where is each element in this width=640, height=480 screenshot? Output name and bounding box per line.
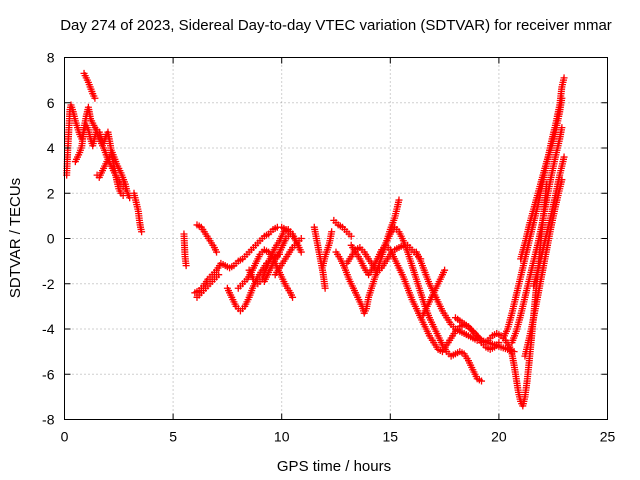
- data-point: [182, 262, 190, 270]
- data-marks: [63, 69, 568, 410]
- series-trace-23: [419, 266, 449, 319]
- y-tick-label: 8: [47, 50, 55, 66]
- data-point: [558, 94, 566, 102]
- y-tick-label: 4: [47, 140, 55, 156]
- y-tick-label: 0: [47, 231, 55, 247]
- series-trace-1: [63, 101, 127, 200]
- y-tick-label: -4: [42, 321, 55, 337]
- y-axis-label: SDTVAR / TECUs: [7, 178, 24, 298]
- x-tick-label: 15: [383, 429, 399, 445]
- series-trace-5: [130, 189, 146, 236]
- series-trace-24: [451, 314, 518, 356]
- series-trace-28: [521, 176, 566, 360]
- x-tick-label: 0: [61, 429, 69, 445]
- series-trace-8: [193, 221, 221, 256]
- series-trace-13: [260, 230, 294, 285]
- data-point: [347, 232, 355, 240]
- data-point: [560, 153, 568, 161]
- series-trace-3: [80, 69, 99, 102]
- series-trace-2: [71, 103, 129, 193]
- x-tick-label: 25: [600, 429, 616, 445]
- data-point: [138, 228, 146, 236]
- y-tick-label: -2: [42, 276, 55, 292]
- y-tick-label: -6: [42, 366, 55, 382]
- data-point: [468, 326, 476, 334]
- data-point: [213, 248, 221, 256]
- chart-title: Day 274 of 2023, Sidereal Day-to-day VTE…: [60, 17, 612, 34]
- series-trace-17: [330, 216, 355, 240]
- series-trace-16: [319, 228, 336, 270]
- series-trace-6: [180, 230, 190, 270]
- tick-labels: 0 5 10 15 20 25 -8 -6 -4 -2 0 2 4 6 8: [42, 50, 615, 445]
- x-axis-label: GPS time / hours: [277, 458, 391, 475]
- x-tick-label: 20: [491, 429, 507, 445]
- data-point: [289, 293, 297, 301]
- y-tick-label: 2: [47, 185, 55, 201]
- data-point: [321, 284, 329, 292]
- data-point: [478, 377, 486, 385]
- series-trace-9: [193, 271, 223, 301]
- series-trace-14: [271, 235, 305, 279]
- data-point: [395, 196, 403, 204]
- data-point: [560, 74, 568, 82]
- data-point: [328, 228, 336, 236]
- data-point: [91, 94, 99, 102]
- data-point: [297, 248, 305, 256]
- series-trace-30: [530, 153, 568, 290]
- series-trace-4: [93, 149, 134, 202]
- axes: [64, 57, 608, 420]
- x-tick-label: 10: [274, 429, 290, 445]
- data-point: [286, 230, 294, 238]
- y-tick-label: -8: [42, 412, 55, 428]
- data-point: [297, 235, 305, 242]
- data-point: [441, 266, 449, 274]
- y-tick-label: 6: [47, 95, 55, 111]
- series-trace-27: [508, 124, 566, 347]
- x-tick-label: 5: [169, 429, 177, 445]
- series-trace-29: [517, 94, 566, 263]
- data-point: [215, 271, 223, 279]
